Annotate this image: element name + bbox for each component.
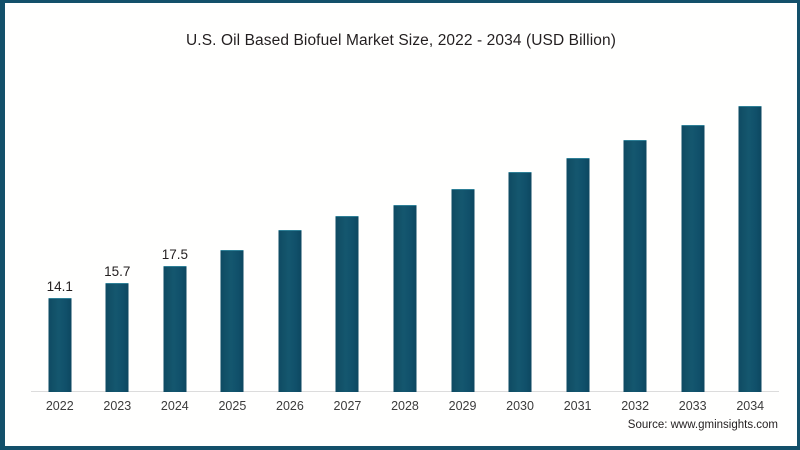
x-axis-tick-labels: 2022 2023 2024 2025 2026 2027 2028 2029 2030 2031… — [31, 399, 779, 419]
bar-2031[interactable] — [566, 157, 590, 392]
bar-slot: 15.7 — [89, 89, 147, 392]
bar-value-label-2023: 15.7 — [104, 264, 131, 280]
bar-slot: 14.1 — [31, 89, 89, 392]
x-tick-2032: 2032 — [621, 399, 650, 413]
x-tick-2022: 2022 — [45, 399, 74, 413]
bar-slot — [261, 89, 319, 392]
bar-value-label-2024: 17.5 — [161, 247, 188, 263]
bar-slot — [204, 89, 262, 392]
bar-2025[interactable] — [220, 249, 244, 392]
bar-2032[interactable] — [623, 140, 647, 392]
x-tick-2031: 2031 — [563, 399, 592, 413]
x-tick-2024: 2024 — [160, 399, 189, 413]
plot-area: 14.1 15.7 17.5 — [31, 89, 779, 392]
bar-slot — [376, 89, 434, 392]
bar-2023[interactable] — [105, 283, 129, 392]
x-tick-2034: 2034 — [736, 399, 765, 413]
bar-value-label-2022: 14.1 — [46, 279, 73, 294]
bar-slot — [549, 89, 607, 392]
bar-2033[interactable] — [681, 125, 705, 392]
bar-slot — [434, 89, 492, 392]
bar-slot — [721, 89, 779, 392]
bar-2026[interactable] — [278, 230, 302, 392]
bar-slot — [491, 89, 549, 392]
x-tick-2027: 2027 — [333, 399, 362, 413]
bar-slot: 17.5 — [146, 89, 204, 392]
x-tick-2025: 2025 — [218, 399, 247, 413]
bar-slot — [319, 89, 377, 392]
x-tick-2026: 2026 — [276, 399, 304, 413]
bar-2028[interactable] — [393, 205, 417, 392]
page-title: U.S. Oil Based Biofuel Market Size, 2022… — [186, 32, 616, 49]
x-tick-2033: 2033 — [678, 399, 707, 413]
source-attribution: Source: www.gminsights.com — [627, 419, 778, 431]
figure-canvas: U.S. Oil Based Biofuel Market Size, 2022… — [5, 3, 797, 446]
bar-slot — [606, 89, 664, 392]
x-tick-2028: 2028 — [391, 399, 419, 413]
bar-2034[interactable] — [738, 106, 762, 392]
x-tick-2030: 2030 — [506, 399, 534, 413]
bar-2029[interactable] — [451, 188, 475, 392]
bar-2024[interactable] — [163, 266, 187, 392]
x-tick-2029: 2029 — [448, 399, 477, 413]
bar-2030[interactable] — [508, 171, 532, 392]
bar-slot — [664, 89, 722, 392]
bar-2027[interactable] — [335, 216, 359, 392]
x-tick-2023: 2023 — [103, 399, 132, 413]
bar-2022[interactable] — [48, 298, 72, 392]
